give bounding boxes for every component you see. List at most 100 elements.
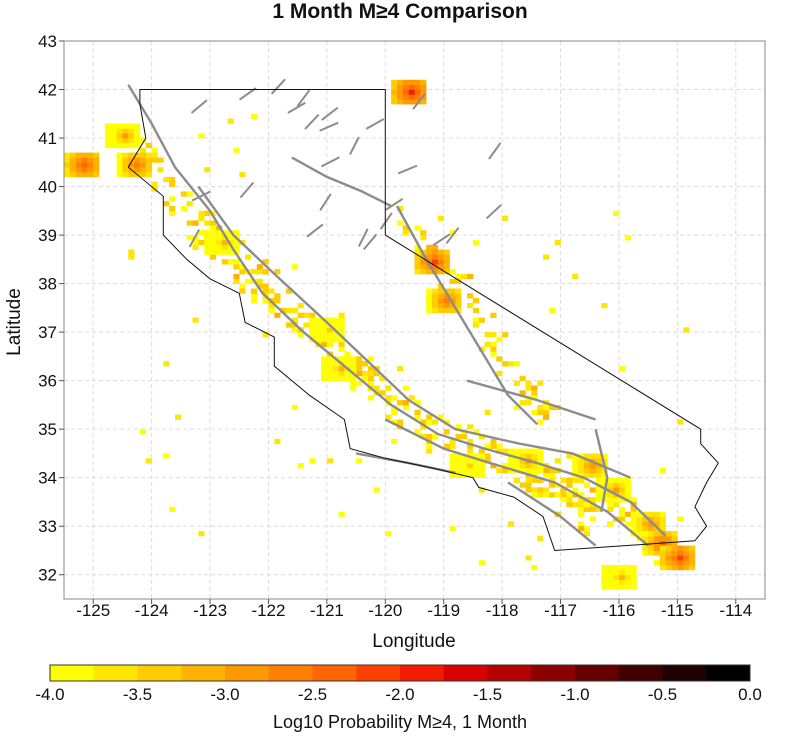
- heatmap-cell: [350, 380, 357, 386]
- y-tick-label: 33: [38, 517, 57, 536]
- heatmap-cell: [122, 123, 129, 129]
- heatmap-cell: [583, 472, 590, 478]
- heatmap-cell: [677, 545, 684, 551]
- heatmap-cell: [408, 84, 415, 90]
- heatmap-cell: [537, 448, 544, 454]
- heatmap-cell: [163, 361, 170, 367]
- y-tick-label: 35: [38, 420, 57, 439]
- heatmap-cell: [239, 288, 246, 294]
- heatmap-cell: [432, 419, 439, 425]
- heatmap-cell: [128, 133, 135, 139]
- heatmap-cell: [519, 400, 526, 406]
- heatmap-cell: [151, 152, 158, 158]
- heatmap-cell: [432, 303, 439, 309]
- heatmap-cell: [437, 303, 444, 309]
- heatmap-cell: [636, 516, 643, 522]
- heatmap-cell: [572, 453, 579, 459]
- heatmap-cell: [689, 545, 696, 551]
- heatmap-cell: [624, 511, 631, 517]
- heatmap-cell: [467, 472, 474, 478]
- x-tick-label: -120: [368, 601, 402, 620]
- heatmap-cell: [297, 303, 304, 309]
- heatmap-cell: [221, 230, 228, 236]
- heatmap-cell: [554, 458, 561, 464]
- heatmap-cell: [321, 332, 328, 338]
- heatmap-cell: [513, 404, 520, 411]
- heatmap-cell: [677, 516, 684, 522]
- heatmap-cell: [326, 366, 333, 372]
- x-tick-label: -116: [603, 601, 636, 620]
- heatmap-cell: [69, 162, 76, 168]
- heatmap-cell: [321, 370, 328, 377]
- x-tick-label: -125: [76, 601, 110, 620]
- heatmap-cell: [262, 269, 269, 275]
- heatmap-cell: [613, 579, 620, 585]
- heatmap-cell: [198, 210, 205, 216]
- heatmap-cell: [607, 574, 614, 580]
- heatmap-cell: [291, 264, 298, 270]
- x-tick-label: -114: [719, 601, 752, 620]
- chart-title: 1 Month M≥4 Comparison: [272, 0, 527, 23]
- heatmap-cell: [449, 278, 456, 284]
- heatmap-cell: [169, 206, 176, 212]
- heatmap-cell: [589, 487, 596, 493]
- heatmap-cell: [204, 230, 211, 236]
- fault-fragment: [365, 118, 385, 130]
- heatmap-cell: [81, 162, 88, 168]
- heatmap-cell: [449, 463, 456, 469]
- heatmap-cell: [619, 569, 626, 576]
- heatmap-cell: [227, 239, 234, 246]
- heatmap-cell: [467, 303, 474, 309]
- heatmap-cell: [578, 458, 585, 464]
- x-tick-label: -115: [661, 601, 694, 620]
- heatmap-cell: [122, 133, 129, 139]
- heatmap-cell: [373, 385, 380, 391]
- heatmap-cell: [408, 89, 415, 95]
- colorbar-frame: [49, 664, 751, 682]
- heatmap-cell: [583, 526, 590, 532]
- heatmap-cell: [654, 545, 661, 551]
- heatmap-cell: [683, 550, 690, 556]
- heatmap-cell: [531, 453, 538, 459]
- heatmap-cell: [151, 147, 158, 153]
- heatmap-cell: [426, 419, 433, 425]
- heatmap-cell: [642, 545, 649, 551]
- heatmap-cell: [210, 225, 217, 231]
- heatmap-cell: [642, 521, 649, 527]
- heatmap-cell: [508, 361, 515, 367]
- heatmap-cell: [490, 332, 497, 338]
- heatmap-cell: [291, 404, 298, 411]
- heatmap-cell: [239, 264, 246, 270]
- heatmap-cell: [531, 477, 538, 483]
- heatmap-cell: [420, 424, 427, 430]
- heatmap-cell: [531, 565, 538, 571]
- heatmap-cell: [630, 526, 637, 532]
- heatmap-cell: [455, 293, 462, 299]
- heatmap-cell: [513, 477, 520, 483]
- heatmap-cell: [122, 142, 129, 149]
- heatmap-cell: [426, 414, 433, 420]
- y-tick-label: 32: [38, 566, 57, 585]
- heatmap-cell: [578, 506, 585, 512]
- heatmap-cell: [659, 555, 666, 561]
- heatmap-cell: [560, 497, 567, 503]
- heatmap-cell: [478, 468, 485, 474]
- heatmap-cell: [414, 99, 421, 105]
- heatmap-cell: [437, 254, 444, 260]
- heatmap-cell: [75, 157, 82, 163]
- heatmap-cell: [286, 322, 293, 328]
- x-tick-label: -119: [427, 601, 460, 620]
- heatmap-cell: [332, 375, 339, 381]
- heatmap-cell: [677, 565, 684, 571]
- heatmap-cell: [175, 414, 182, 420]
- heatmap-cell: [128, 128, 135, 134]
- heatmap-cell: [659, 550, 666, 556]
- heatmap-cell: [169, 196, 176, 202]
- heatmap-cell: [607, 569, 614, 576]
- colorbar: [49, 664, 751, 682]
- heatmap-cell: [420, 230, 427, 236]
- heatmap-cell: [467, 443, 474, 449]
- heatmap-cell: [145, 167, 152, 173]
- heatmap-cell: [414, 254, 421, 260]
- fault-fragment: [321, 106, 339, 121]
